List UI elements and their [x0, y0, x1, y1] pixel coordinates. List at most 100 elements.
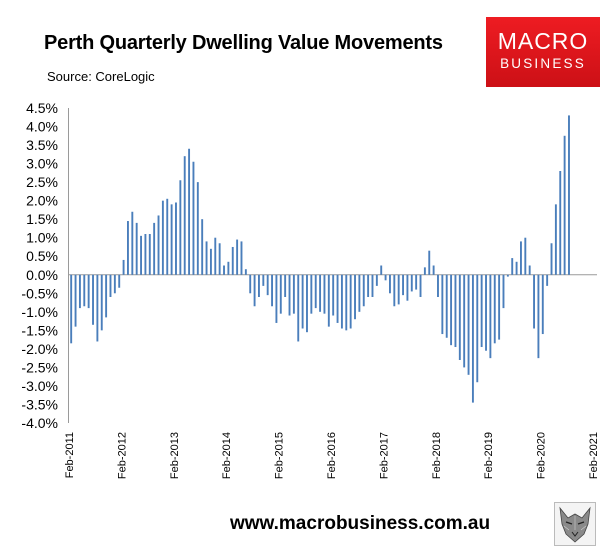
bar: [209, 248, 212, 275]
bar: [140, 235, 142, 275]
bar: [467, 274, 470, 375]
y-tick-label: 0.0%: [26, 267, 58, 283]
y-tick-label: -1.5%: [21, 322, 58, 338]
bar: [175, 202, 177, 275]
bar: [148, 234, 151, 275]
bar: [458, 274, 461, 360]
bar: [113, 274, 116, 294]
y-tick-label: -2.5%: [21, 359, 58, 375]
bar: [511, 258, 514, 275]
bar: [306, 274, 308, 333]
bar: [371, 274, 374, 297]
bar: [236, 239, 239, 275]
bar: [375, 274, 378, 286]
bar: [179, 180, 182, 275]
bar: [397, 274, 400, 305]
bar: [520, 241, 522, 275]
bar: [319, 274, 322, 312]
bar: [271, 274, 273, 307]
chart-title: Perth Quarterly Dwelling Value Movements: [44, 32, 443, 54]
bar: [258, 274, 260, 297]
bar: [157, 215, 160, 275]
bar: [402, 274, 404, 296]
bar: [541, 274, 544, 335]
axes: [68, 108, 597, 423]
y-tick-label: -2.0%: [21, 341, 58, 357]
y-tick-label: -3.0%: [21, 378, 58, 394]
bar: [450, 274, 453, 346]
bar: [192, 161, 195, 275]
bar: [336, 274, 339, 323]
bar: [332, 274, 335, 316]
bar: [323, 274, 326, 314]
bar: [288, 274, 291, 316]
bar: [70, 274, 73, 344]
bar: [253, 274, 256, 307]
bar: [393, 274, 396, 307]
bar: [550, 243, 553, 275]
bar: [78, 274, 81, 309]
bar: [205, 241, 208, 275]
bar: [554, 204, 557, 275]
y-tick-label: 3.0%: [26, 156, 58, 172]
bar: [471, 274, 474, 403]
x-tick-label: Feb-2018: [431, 432, 443, 479]
bar: [389, 274, 391, 294]
bar: [485, 274, 487, 351]
bar: [563, 135, 566, 275]
bar: [340, 274, 343, 329]
bar: [480, 274, 483, 348]
bar: [493, 274, 496, 344]
bar: [118, 274, 121, 288]
bar: [218, 243, 221, 275]
bar: [515, 261, 518, 275]
bar: [201, 219, 204, 275]
bar: [301, 274, 304, 329]
bar: [262, 274, 265, 286]
bar: [349, 274, 352, 329]
bar: [310, 274, 313, 314]
bar: [170, 204, 173, 275]
bar: [437, 274, 439, 297]
bar: [144, 234, 147, 275]
x-tick-label: Feb-2015: [274, 432, 286, 479]
bar: [275, 274, 278, 323]
bar: [528, 265, 531, 275]
y-tick-label: 2.0%: [26, 193, 58, 209]
bar: [122, 259, 125, 275]
bar: [345, 274, 348, 331]
bar: [87, 274, 90, 309]
y-tick-label: -4.0%: [21, 415, 58, 431]
bar: [183, 156, 186, 275]
bar: [131, 211, 134, 275]
bar: [127, 221, 129, 275]
x-tick-label: Feb-2020: [536, 432, 548, 479]
bar: [266, 274, 269, 296]
website-url[interactable]: www.macrobusiness.com.au: [230, 513, 491, 534]
bar: [244, 269, 247, 275]
bar: [502, 274, 505, 309]
y-tick-label: -0.5%: [21, 285, 58, 301]
bar: [83, 274, 86, 307]
x-tick-label: Feb-2021: [588, 432, 600, 479]
bar: [419, 274, 422, 297]
bar: [240, 241, 243, 275]
bar: [537, 274, 540, 359]
macrobusiness-logo[interactable]: MACRO BUSINESS: [486, 17, 600, 87]
bar: [476, 274, 479, 383]
bar: [161, 200, 164, 275]
x-tick-label: Feb-2019: [483, 432, 495, 479]
bar: [432, 265, 435, 275]
bar: [489, 274, 492, 359]
y-axis-tick-labels: 4.5% 4.0% 3.5% 3.0% 2.5% 2.0% 1.5% 1.0% 0.5% 0.0%…: [21, 100, 58, 431]
bar: [559, 171, 562, 275]
y-tick-label: -3.5%: [21, 396, 58, 412]
logo-line-macro: MACRO: [497, 28, 589, 54]
bar: [214, 237, 217, 275]
bar: [410, 274, 413, 292]
y-tick-label: 1.5%: [26, 211, 58, 227]
chart-source: Source: CoreLogic: [47, 69, 155, 84]
bar: [227, 261, 230, 275]
wolf-icon: [554, 502, 596, 546]
y-tick-label: 4.5%: [26, 100, 58, 116]
